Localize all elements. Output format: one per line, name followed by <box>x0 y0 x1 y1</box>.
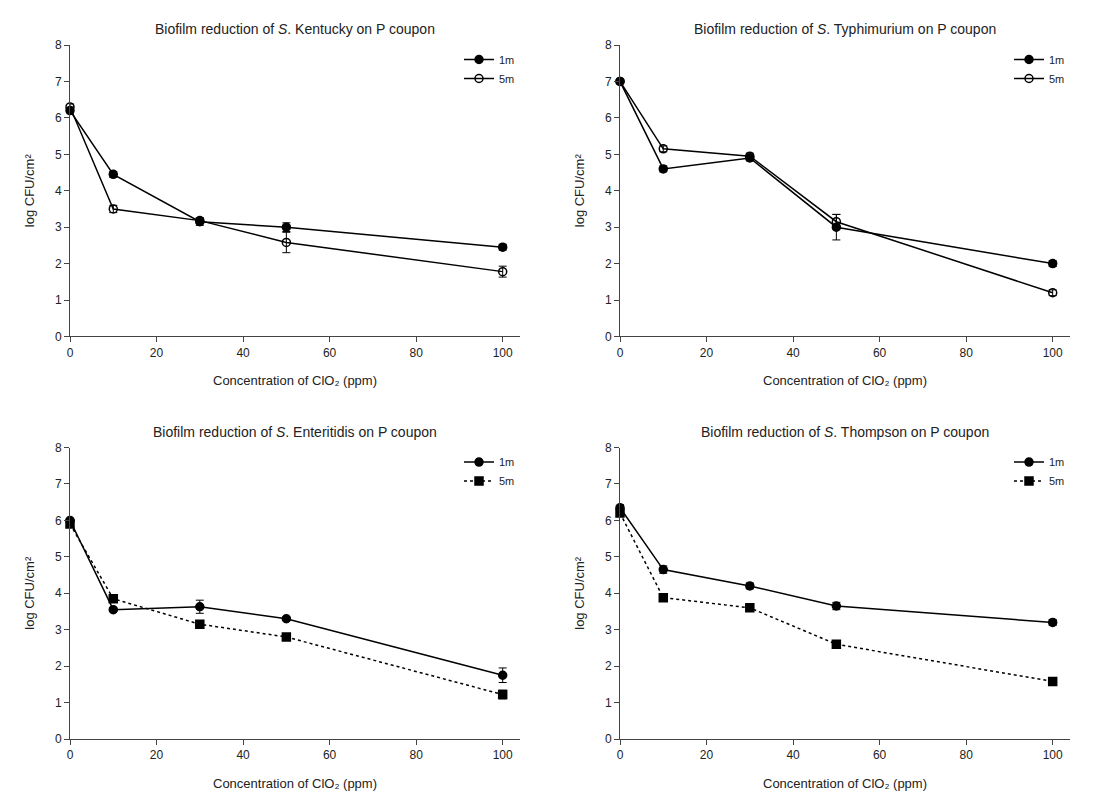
svg-text:1: 1 <box>605 696 612 710</box>
svg-text:1m: 1m <box>499 54 514 66</box>
svg-text:0: 0 <box>55 732 62 746</box>
svg-text:5: 5 <box>55 550 62 564</box>
svg-text:log CFU/cm²: log CFU/cm² <box>22 556 37 630</box>
svg-text:log CFU/cm²: log CFU/cm² <box>572 154 587 228</box>
svg-text:80: 80 <box>409 748 423 762</box>
svg-text:0: 0 <box>605 732 612 746</box>
svg-text:40: 40 <box>236 748 250 762</box>
svg-text:4: 4 <box>55 184 62 198</box>
svg-text:5m: 5m <box>499 475 514 487</box>
svg-text:20: 20 <box>700 748 714 762</box>
svg-text:100: 100 <box>1043 346 1063 360</box>
svg-text:5: 5 <box>605 550 612 564</box>
svg-text:1: 1 <box>55 293 62 307</box>
svg-text:20: 20 <box>150 748 164 762</box>
svg-text:1m: 1m <box>1049 54 1064 66</box>
svg-text:2: 2 <box>605 659 612 673</box>
svg-text:8: 8 <box>55 441 62 455</box>
svg-text:4: 4 <box>605 586 612 600</box>
svg-text:0: 0 <box>55 330 62 344</box>
svg-text:100: 100 <box>1043 748 1063 762</box>
svg-text:log CFU/cm²: log CFU/cm² <box>22 154 37 228</box>
svg-text:5m: 5m <box>1049 73 1064 85</box>
svg-text:6: 6 <box>55 111 62 125</box>
svg-text:60: 60 <box>873 346 887 360</box>
svg-text:0: 0 <box>617 748 624 762</box>
svg-text:3: 3 <box>55 220 62 234</box>
svg-text:80: 80 <box>959 346 973 360</box>
svg-text:7: 7 <box>55 75 62 89</box>
svg-text:5m: 5m <box>1049 475 1064 487</box>
svg-text:3: 3 <box>605 220 612 234</box>
svg-text:Biofilm reduction of S. Typhim: Biofilm reduction of S. Typhimurium on P… <box>694 21 996 37</box>
svg-text:3: 3 <box>55 623 62 637</box>
svg-text:80: 80 <box>409 346 423 360</box>
svg-text:60: 60 <box>323 748 337 762</box>
svg-text:4: 4 <box>55 586 62 600</box>
svg-text:0: 0 <box>617 346 624 360</box>
svg-text:5: 5 <box>55 148 62 162</box>
svg-text:7: 7 <box>605 477 612 491</box>
svg-text:2: 2 <box>55 659 62 673</box>
svg-text:7: 7 <box>55 477 62 491</box>
svg-text:Biofilm reduction of S. Enteri: Biofilm reduction of S. Enteritidis on P… <box>153 424 437 440</box>
svg-text:40: 40 <box>786 346 800 360</box>
svg-text:5: 5 <box>605 148 612 162</box>
svg-text:Concentration of ClO₂ (ppm): Concentration of ClO₂ (ppm) <box>213 776 377 791</box>
svg-text:0: 0 <box>67 748 74 762</box>
svg-text:1: 1 <box>55 696 62 710</box>
svg-text:3: 3 <box>605 623 612 637</box>
svg-text:Biofilm reduction of S. Thomps: Biofilm reduction of S. Thompson on P co… <box>701 424 989 440</box>
svg-text:40: 40 <box>786 748 800 762</box>
svg-text:0: 0 <box>605 330 612 344</box>
svg-text:80: 80 <box>959 748 973 762</box>
svg-text:7: 7 <box>605 75 612 89</box>
svg-text:Concentration of ClO₂ (ppm): Concentration of ClO₂ (ppm) <box>763 373 927 388</box>
svg-text:log CFU/cm²: log CFU/cm² <box>572 556 587 630</box>
svg-text:6: 6 <box>605 111 612 125</box>
svg-text:2: 2 <box>55 257 62 271</box>
svg-text:8: 8 <box>55 38 62 52</box>
svg-text:8: 8 <box>605 441 612 455</box>
svg-text:Concentration of ClO₂ (ppm): Concentration of ClO₂ (ppm) <box>213 373 377 388</box>
svg-text:1: 1 <box>605 293 612 307</box>
svg-text:2: 2 <box>605 257 612 271</box>
svg-text:40: 40 <box>236 346 250 360</box>
svg-text:8: 8 <box>605 38 612 52</box>
svg-text:20: 20 <box>150 346 164 360</box>
svg-text:4: 4 <box>605 184 612 198</box>
svg-text:Concentration of ClO₂ (ppm): Concentration of ClO₂ (ppm) <box>763 776 927 791</box>
svg-text:0: 0 <box>67 346 74 360</box>
svg-text:1m: 1m <box>1049 456 1064 468</box>
svg-text:6: 6 <box>605 514 612 528</box>
svg-text:60: 60 <box>873 748 887 762</box>
svg-text:60: 60 <box>323 346 337 360</box>
svg-text:100: 100 <box>493 346 513 360</box>
svg-text:100: 100 <box>493 748 513 762</box>
svg-text:Biofilm reduction of S. Kentuc: Biofilm reduction of S. Kentucky on P co… <box>155 21 435 37</box>
svg-text:20: 20 <box>700 346 714 360</box>
svg-text:1m: 1m <box>499 456 514 468</box>
svg-text:5m: 5m <box>499 73 514 85</box>
svg-text:6: 6 <box>55 514 62 528</box>
